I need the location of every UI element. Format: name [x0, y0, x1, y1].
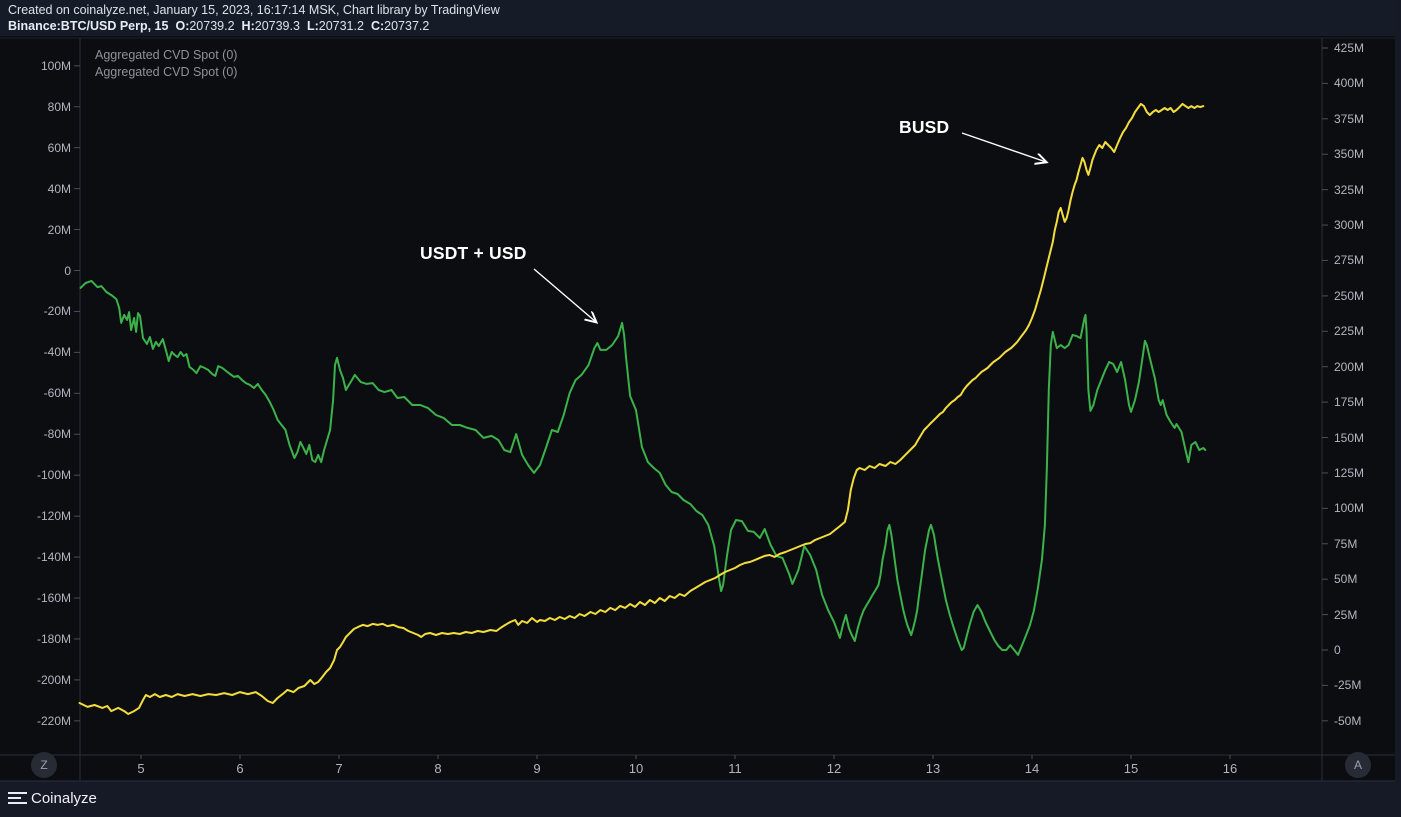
annotation-arrow-0 [533, 268, 596, 322]
footer-bar: Coinalyze [0, 782, 1401, 817]
symbol-title: Binance:BTC/USD Perp, 15 [8, 19, 169, 33]
right-axis-label: 225M [1334, 324, 1365, 339]
left-axis-label: -140M [36, 550, 71, 565]
ohlc-value: 20731.2 [318, 19, 364, 33]
left-axis-label: 80M [47, 99, 71, 114]
right-axis-label: 100M [1334, 501, 1365, 516]
left-axis-label: -80M [43, 427, 71, 442]
watermark-created-line: Created on coinalyze.net, January 15, 20… [8, 3, 500, 17]
ohlc-label: L: [306, 19, 319, 33]
time-axis-label: 10 [628, 761, 644, 776]
right-axis-label: 125M [1334, 465, 1365, 480]
right-axis-label: 300M [1334, 218, 1365, 233]
right-axis-label: 0 [1334, 643, 1341, 657]
right-axis-label: 50M [1334, 572, 1358, 587]
brand-name: Coinalyze [31, 790, 97, 807]
ohlc-value: 20739.3 [254, 19, 300, 33]
left-axis-label: -40M [43, 345, 71, 360]
left-axis-label: -100M [36, 468, 71, 483]
left-axis-label: -120M [36, 509, 71, 524]
left-axis-label: -200M [36, 672, 71, 687]
left-axis-label: 40M [47, 181, 71, 196]
annotation-usdt-usd: USDT + USD [420, 243, 527, 263]
header-bar: Created on coinalyze.net, January 15, 20… [0, 0, 1395, 36]
left-axis-label: 60M [47, 140, 71, 155]
right-axis-label: 175M [1334, 395, 1365, 410]
left-axis-label: -20M [43, 304, 71, 319]
time-axis-label: 12 [826, 761, 842, 776]
usdt-usd-line[interactable] [79, 279, 1207, 656]
time-axis-label: 8 [434, 761, 442, 776]
left-axis-label: 0 [64, 263, 71, 278]
time-axis-label: 13 [925, 761, 941, 776]
time-axis-label: 16 [1222, 761, 1238, 776]
right-axis-label: 325M [1334, 182, 1365, 197]
ohlc-value: 20737.2 [384, 19, 430, 33]
indicator-legend: Aggregated CVD Spot (0) Aggregated CVD S… [95, 47, 237, 81]
auto-scale-button[interactable]: A [1345, 752, 1371, 778]
ohlc-label: C: [370, 19, 385, 33]
symbol-ohlc-line: Binance:BTC/USD Perp, 15 O:20739.2 H:20739… [8, 19, 429, 33]
right-axis-label: 275M [1334, 253, 1365, 268]
time-axis-label: 11 [728, 761, 742, 776]
right-axis-label: 200M [1334, 359, 1365, 374]
legend-item-cvd-spot-2[interactable]: Aggregated CVD Spot (0) [95, 65, 238, 79]
timezone-button[interactable]: Z [31, 752, 57, 778]
ohlc-values: O:20739.2 H:20739.3 L:20731.2 C:20737.2 [168, 19, 429, 33]
time-axis-label: 6 [236, 761, 244, 776]
right-axis-label: 25M [1334, 607, 1358, 622]
coinalyze-logo-icon [8, 792, 27, 805]
annotation-busd: BUSD [899, 117, 950, 137]
left-axis-label: -220M [36, 713, 71, 728]
plot-area[interactable] [0, 36, 1395, 781]
right-axis-label: 250M [1334, 288, 1365, 303]
time-axis-label: 9 [533, 761, 541, 776]
right-axis-label: -25M [1334, 678, 1362, 693]
left-axis-label: -160M [36, 591, 71, 606]
ohlc-label: O: [175, 19, 190, 33]
left-axis-label: 20M [47, 222, 71, 237]
ohlc-value: 20739.2 [189, 19, 235, 33]
right-axis-label: 350M [1334, 147, 1365, 162]
right-axis-label: 75M [1334, 536, 1358, 551]
left-axis-label: -60M [43, 386, 71, 401]
right-axis-label: 425M [1334, 40, 1365, 55]
right-axis-label: 400M [1334, 76, 1365, 91]
busd-line[interactable] [78, 102, 1205, 715]
right-axis-label: 375M [1334, 111, 1365, 126]
left-axis-label: 100M [40, 58, 71, 73]
right-axis-label: -50M [1334, 713, 1362, 728]
ohlc-label: H: [241, 19, 255, 33]
legend-item-cvd-spot-1[interactable]: Aggregated CVD Spot (0) [95, 48, 238, 62]
annotation-arrow-1 [961, 132, 1046, 162]
time-axis-label: 5 [137, 761, 145, 776]
time-axis-label: 15 [1123, 761, 1139, 776]
time-axis-label: 14 [1024, 761, 1040, 776]
left-axis-label: -180M [36, 631, 71, 646]
time-axis-label: 7 [335, 761, 343, 776]
right-axis-label: 150M [1334, 430, 1365, 445]
